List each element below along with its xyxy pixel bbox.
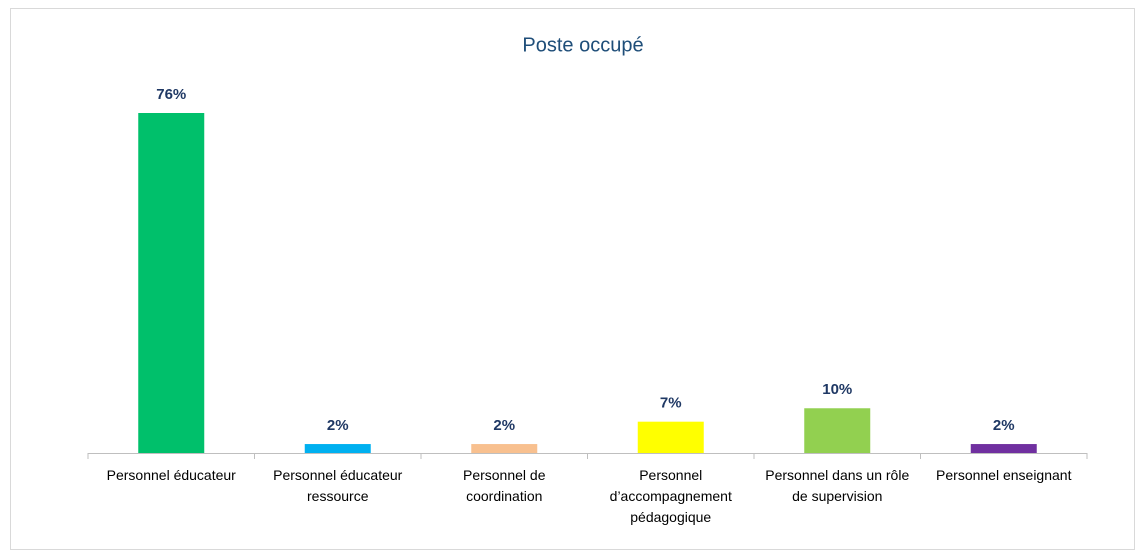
bar [637,421,704,453]
bar [471,444,538,453]
x-tick-label: Personnel éducateur ressource [273,467,403,504]
bar [138,113,205,453]
value-label: 7% [660,395,682,412]
value-label: 76% [156,86,186,103]
value-label: 2% [993,417,1015,434]
x-tick-label: Personnel éducateur [106,467,236,483]
bar [804,408,871,453]
value-label: 2% [493,417,515,434]
value-label: 10% [822,381,852,398]
value-label: 2% [327,417,349,434]
bar [970,444,1037,453]
x-tick-label: Personnel d’accompagnement pédagogique [609,467,732,525]
x-tick-label: Personnel dans un rôle de supervision [765,467,910,504]
x-tick-label: Personnel enseignant [936,467,1072,483]
chart-title: Poste occupé [522,34,643,56]
bar [304,444,371,453]
x-tick-label: Personnel de coordination [462,467,546,504]
